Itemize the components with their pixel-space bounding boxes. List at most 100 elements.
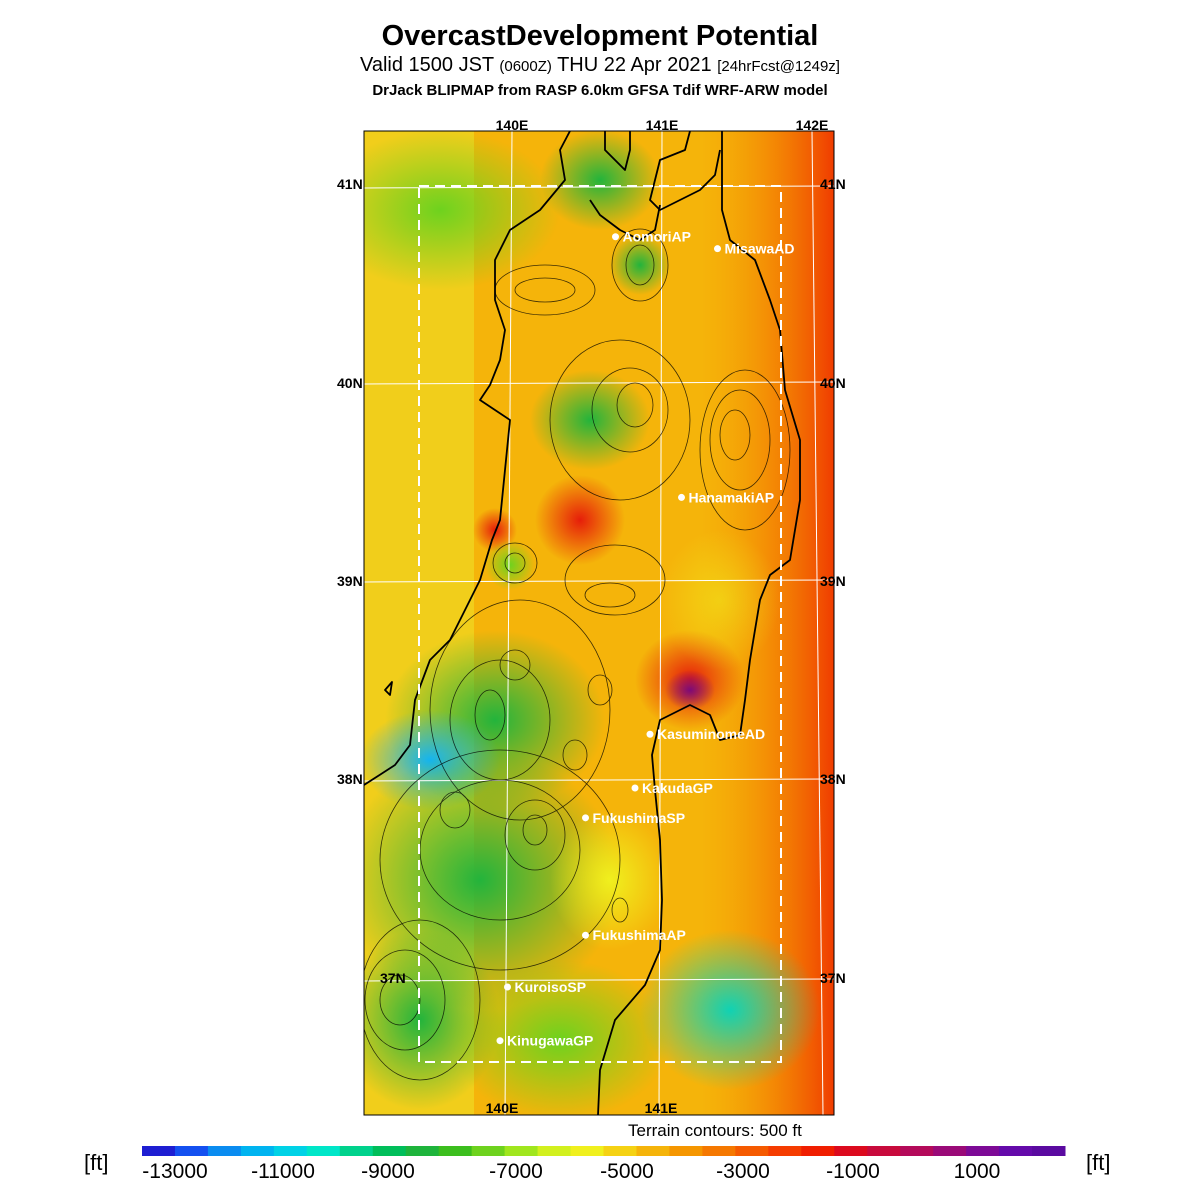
lat-label-right: 38N <box>820 771 846 787</box>
terrain-contour <box>587 674 613 706</box>
lon-label-bottom: 140E <box>486 1100 519 1116</box>
colorbar-tick-label: 1000 <box>954 1160 1001 1183</box>
terrain-contour <box>709 389 771 491</box>
lat-label-left: 37N <box>380 970 406 986</box>
forecast-info: [24hrFcst@1249z] <box>717 58 840 75</box>
station-label: KakudaGP <box>642 780 713 796</box>
station-label: KasuminomeAD <box>657 726 765 742</box>
colorbar-swatch <box>966 1146 1000 1156</box>
parallel-39n <box>364 579 834 583</box>
colorbar-swatch <box>438 1146 473 1156</box>
station-label: KuroisoSP <box>515 979 587 995</box>
field-central-green <box>530 370 650 470</box>
terrain-contour <box>719 409 751 461</box>
colorbar-swatch <box>636 1146 670 1156</box>
axis-labels: 140E 141E 142E 140E 141E 41N 40N 39N 38N 37N 41N 40… <box>337 117 846 1116</box>
colorbar-tick-label: -13000 <box>142 1160 207 1183</box>
terrain-contour <box>611 228 669 302</box>
valid-date: THU 22 Apr 2021 <box>557 54 712 76</box>
station-dot <box>678 493 685 501</box>
parallel-38n <box>364 778 834 782</box>
japan-sea-coastline <box>364 131 571 786</box>
station-label: FukushimaAP <box>593 927 686 943</box>
colorbar-tick-label: -1000 <box>826 1160 880 1183</box>
unit-right: [ft] <box>1086 1150 1111 1175</box>
lat-label-left: 41N <box>337 176 363 192</box>
map-frame <box>363 130 835 1116</box>
lon-label-top: 142E <box>796 117 829 133</box>
valid-prefix: Valid 1500 JST <box>360 54 494 76</box>
colorbar-swatch <box>273 1146 308 1156</box>
model-subtitle: DrJack BLIPMAP from RASP 6.0km GFSA Tdif… <box>372 82 828 99</box>
colorbar-swatch <box>339 1146 374 1156</box>
lon-label-top: 140E <box>496 117 529 133</box>
field-sendai-purple <box>665 670 715 710</box>
colorbar-swatch <box>306 1146 341 1156</box>
shimokita-coastline <box>649 131 721 211</box>
colorbar-swatch <box>900 1146 934 1156</box>
colorbar-tick-label: -9000 <box>361 1160 415 1183</box>
station-dot <box>631 784 639 792</box>
colorbar-swatch <box>933 1146 967 1156</box>
colorbar-swatch <box>570 1146 604 1156</box>
meridian-140e <box>504 131 513 1115</box>
colorbar-swatch <box>504 1146 539 1156</box>
colorbar-swatch <box>702 1146 736 1156</box>
colorbar-tick-label: -3000 <box>716 1160 770 1183</box>
lat-label-left: 38N <box>337 771 363 787</box>
terrain-contour <box>364 949 446 1051</box>
field-west-green <box>485 540 535 590</box>
terrain-contour <box>584 582 636 608</box>
terrain-contour <box>564 544 666 616</box>
colorbar-tick-label: -7000 <box>489 1160 543 1183</box>
field-central-red <box>535 475 625 565</box>
terrain-contour <box>429 599 611 821</box>
station-label: KinugawaGP <box>507 1033 593 1049</box>
lat-label-left: 40N <box>337 375 363 391</box>
station-label: AomoriAP <box>623 229 691 245</box>
station-label: HanamakiAP <box>689 489 775 505</box>
station-dot <box>504 983 511 991</box>
lat-label-right: 39N <box>820 573 846 589</box>
colorbar-swatch <box>999 1146 1033 1156</box>
unit-left: [ft] <box>84 1150 109 1175</box>
pacific-coastline <box>597 131 801 1115</box>
colorbar-swatch <box>669 1146 703 1156</box>
colorbar-swatch <box>142 1146 176 1156</box>
coastlines <box>364 131 801 1115</box>
lat-label-right: 37N <box>820 970 846 986</box>
colorbar-swatch <box>240 1146 275 1156</box>
valid-utc: (0600Z) <box>499 58 552 75</box>
terrain-contour <box>591 367 669 453</box>
colorbar-tick-label: -11000 <box>251 1160 315 1183</box>
sado-island <box>384 681 393 696</box>
station-dot <box>612 233 619 241</box>
station-dot <box>582 931 589 939</box>
colorbar-swatch <box>735 1146 769 1156</box>
colorbar: -13000 -11000 -9000 -7000 -5000 -3000 -1000 100… <box>142 1146 1066 1183</box>
terrain-contour <box>492 542 538 584</box>
station-dot <box>496 1037 504 1045</box>
colorbar-swatch <box>768 1146 802 1156</box>
parallel-40n <box>364 381 834 385</box>
station-label: FukushimaSP <box>593 810 686 826</box>
station-dot <box>714 245 721 253</box>
terrain-contour <box>514 277 576 303</box>
terrain-contour <box>474 689 506 741</box>
colorbar-swatch <box>405 1146 440 1156</box>
colorbar-swatch <box>834 1146 868 1156</box>
map-title: OvercastDevelopment Potential <box>381 20 819 52</box>
lat-label-right: 41N <box>820 176 846 192</box>
terrain-contour <box>379 974 421 1026</box>
terrain-contour <box>504 552 526 574</box>
colorbar-swatch <box>603 1146 637 1156</box>
colorbar-swatch <box>207 1146 242 1156</box>
station-label: MisawaAD <box>725 241 795 257</box>
colorbar-swatch <box>1032 1146 1066 1156</box>
inner-domain-box <box>418 185 782 1063</box>
terrain-contour <box>616 382 654 428</box>
colorbar-swatch <box>174 1146 209 1156</box>
field-e-yellow <box>660 530 780 670</box>
lon-label-top: 141E <box>646 117 679 133</box>
terrain-contour <box>364 919 481 1081</box>
